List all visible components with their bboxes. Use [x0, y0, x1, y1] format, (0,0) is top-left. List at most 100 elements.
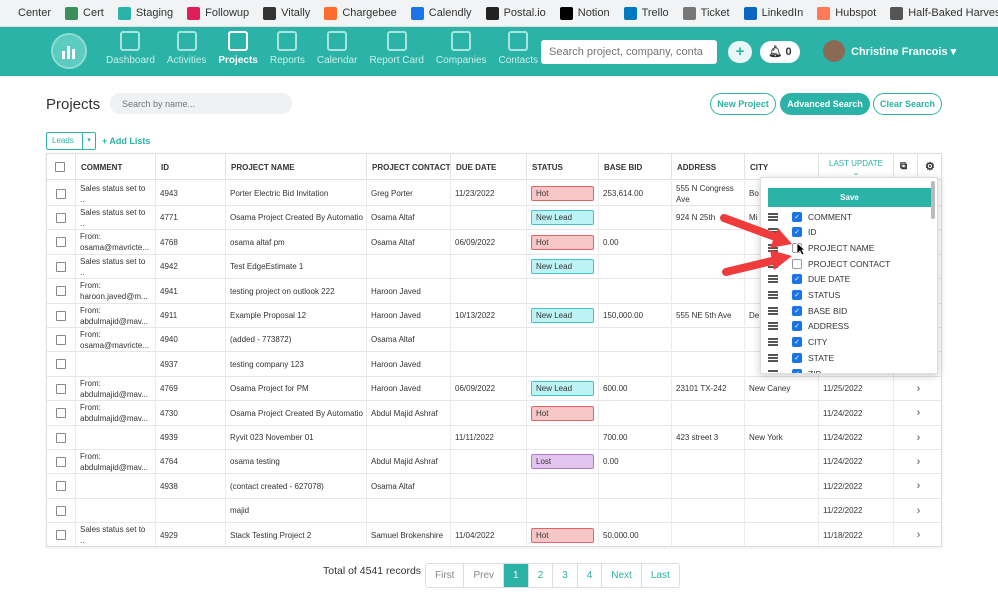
- chooser-item-base-bid[interactable]: ✓ BASE BID: [768, 303, 847, 318]
- nav-companies[interactable]: Companies: [430, 31, 493, 66]
- bookmark-staging[interactable]: Staging: [117, 6, 173, 20]
- col-last-update[interactable]: LAST UPDATE ⌄: [819, 154, 894, 180]
- chevron-right-icon[interactable]: ›: [916, 431, 921, 444]
- row-expand[interactable]: ›: [894, 523, 941, 546]
- user-menu[interactable]: Christine Francois ▾: [851, 45, 956, 58]
- bookmark-vitally[interactable]: Vitally: [263, 6, 310, 20]
- table-row[interactable]: From: abdulmajid@mav... 4911 Example Propo…: [47, 303, 941, 328]
- chooser-checkbox[interactable]: ✓: [792, 227, 802, 238]
- page-4[interactable]: 4: [577, 564, 603, 587]
- chooser-checkbox[interactable]: ✓: [792, 368, 802, 373]
- table-row[interactable]: From: abdulmajid@mav... 4730 Osama Project…: [47, 400, 941, 426]
- drag-handle-icon[interactable]: [768, 275, 778, 284]
- row-expand[interactable]: ›: [894, 376, 941, 401]
- status-badge[interactable]: Hot: [531, 405, 594, 421]
- row-expand[interactable]: ›: [894, 498, 941, 523]
- row-expand[interactable]: ›: [894, 449, 941, 474]
- row-checkbox[interactable]: [47, 498, 76, 524]
- drag-handle-icon[interactable]: [768, 291, 778, 299]
- new-project-button[interactable]: New Project: [710, 93, 776, 115]
- drag-handle-icon[interactable]: [768, 212, 778, 221]
- row-checkbox[interactable]: [47, 229, 76, 255]
- table-row[interactable]: From: abdulmajid@mav... 4769 Osama Project…: [47, 376, 941, 402]
- bookmark-followup[interactable]: Followup: [187, 6, 249, 20]
- status-badge[interactable]: Hot: [531, 186, 594, 201]
- chooser-save-button[interactable]: Save: [768, 188, 931, 207]
- chooser-scrollbar[interactable]: [931, 181, 935, 219]
- row-expand[interactable]: ›: [894, 474, 941, 499]
- status-badge[interactable]: New Lead: [531, 210, 594, 226]
- chooser-checkbox[interactable]: ✓: [792, 321, 802, 332]
- status-badge[interactable]: Hot: [531, 527, 594, 543]
- chevron-right-icon[interactable]: ›: [916, 529, 921, 542]
- chooser-item-state[interactable]: ✓ STATE: [768, 350, 834, 365]
- table-row[interactable]: Sales status set to .. 4771 Osama Project …: [47, 205, 941, 231]
- chevron-right-icon[interactable]: ›: [916, 382, 921, 395]
- status-badge[interactable]: New Lead: [531, 381, 594, 397]
- row-checkbox[interactable]: [47, 181, 76, 206]
- avatar[interactable]: [823, 40, 845, 62]
- clear-search-button[interactable]: Clear Search: [873, 93, 942, 115]
- bookmark-notion[interactable]: Notion: [559, 6, 610, 20]
- row-checkbox[interactable]: [47, 473, 76, 499]
- bookmark-chargebee[interactable]: Chargebee: [324, 6, 397, 20]
- page-next[interactable]: Next: [602, 564, 642, 587]
- col-project-contact[interactable]: PROJECT CONTACT: [367, 154, 451, 180]
- drag-handle-icon[interactable]: [768, 353, 778, 362]
- table-row[interactable]: Sales status set to .. 4943 Porter Electri…: [47, 181, 941, 206]
- page-2[interactable]: 2: [528, 564, 554, 587]
- col-id[interactable]: ID: [156, 154, 226, 180]
- row-checkbox[interactable]: [47, 522, 76, 546]
- drag-handle-icon[interactable]: [768, 322, 778, 331]
- bookmark-half-baked-harvest[interactable]: Half-Baked Harvest: [890, 6, 998, 20]
- nav-contacts[interactable]: Contacts: [493, 31, 544, 66]
- row-expand[interactable]: ›: [894, 401, 941, 426]
- col-project-name[interactable]: PROJECT NAME: [226, 154, 367, 180]
- chevron-right-icon[interactable]: ›: [916, 455, 921, 468]
- status-badge[interactable]: New Lead: [531, 259, 594, 275]
- chooser-item-address[interactable]: ✓ ADDRESS: [768, 319, 849, 334]
- nav-dashboard[interactable]: Dashboard: [100, 31, 161, 66]
- chooser-checkbox[interactable]: ✓: [792, 352, 802, 363]
- drag-handle-icon[interactable]: [768, 369, 778, 373]
- chooser-item-zip[interactable]: ✓ ZIP: [768, 366, 821, 373]
- col-status[interactable]: STATUS: [527, 154, 599, 180]
- row-checkbox[interactable]: [47, 400, 76, 426]
- gear-icon[interactable]: ⚙: [925, 161, 935, 173]
- app-logo[interactable]: [51, 33, 87, 69]
- page-last[interactable]: Last: [641, 564, 679, 587]
- chevron-right-icon[interactable]: ›: [916, 480, 921, 493]
- chooser-checkbox[interactable]: ✓: [792, 337, 802, 348]
- nav-reports[interactable]: Reports: [264, 31, 311, 66]
- table-row[interactable]: From: osama@mavricte... 4768 osama altaf p…: [47, 229, 941, 255]
- table-row[interactable]: 4939 Ryvit 023 November 01 11/11/2022 700.0…: [47, 425, 941, 450]
- page-3[interactable]: 3: [553, 564, 578, 587]
- chooser-item-due-date[interactable]: ✓ DUE DATE: [768, 272, 850, 287]
- nav-activities[interactable]: Activities: [161, 31, 212, 66]
- chooser-checkbox[interactable]: ✓: [792, 211, 802, 222]
- bookmark-hubspot[interactable]: Hubspot: [817, 6, 876, 20]
- chooser-checkbox[interactable]: ✓: [792, 305, 802, 316]
- status-badge[interactable]: Lost: [531, 454, 594, 470]
- table-row[interactable]: From: osama@mavricte... 4940 (added - 7738…: [47, 327, 941, 353]
- chooser-checkbox[interactable]: [792, 258, 802, 269]
- row-checkbox[interactable]: [47, 376, 76, 402]
- row-expand[interactable]: ›: [894, 425, 941, 450]
- table-row[interactable]: From: abdulmajid@mav... 4764 osama testing…: [47, 449, 941, 475]
- row-checkbox[interactable]: [47, 254, 76, 280]
- nav-projects[interactable]: Projects: [212, 31, 263, 66]
- nav-report-card[interactable]: Report Card: [363, 31, 429, 66]
- add-lists-link[interactable]: + Add Lists: [102, 136, 151, 146]
- chooser-item-status[interactable]: ✓ STATUS: [768, 288, 840, 303]
- external-link-icon[interactable]: ⧉: [894, 154, 918, 180]
- nav-calendar[interactable]: Calendar: [311, 31, 364, 66]
- page-first[interactable]: First: [426, 564, 465, 587]
- table-row[interactable]: Sales status set to .. 4942 Test EdgeEstim…: [47, 254, 941, 280]
- row-checkbox[interactable]: [47, 449, 76, 475]
- advanced-search-button[interactable]: Advanced Search: [780, 93, 870, 115]
- list-select[interactable]: Leads ▾: [46, 132, 96, 150]
- chevron-right-icon[interactable]: ›: [916, 504, 921, 517]
- chooser-checkbox[interactable]: ✓: [792, 290, 802, 300]
- table-row[interactable]: majid 11/22/2022 ›: [47, 498, 941, 524]
- drag-handle-icon[interactable]: [768, 306, 778, 315]
